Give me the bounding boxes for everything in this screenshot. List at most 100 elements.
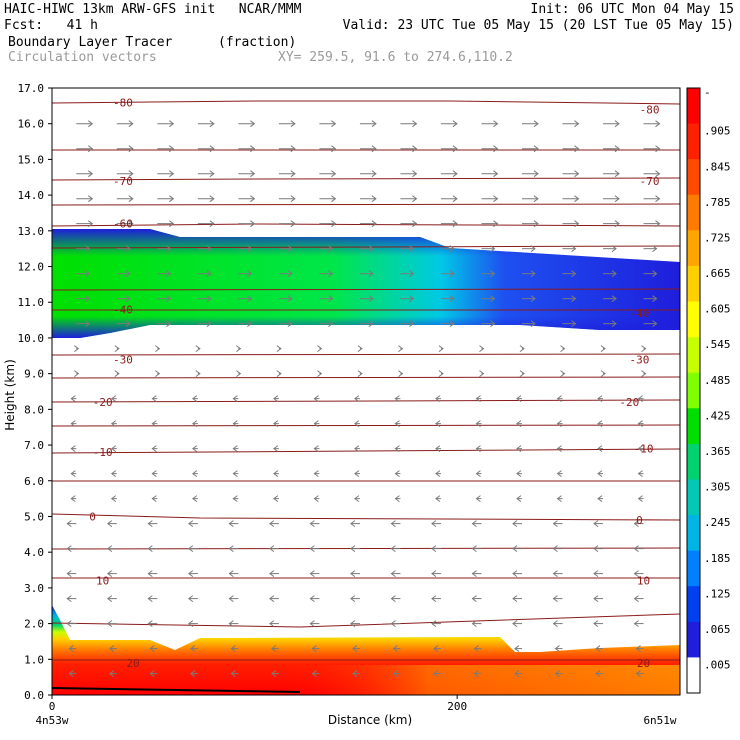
colorbar-swatch [687,265,700,303]
wind-vector [157,295,172,303]
wind-vector [232,470,239,478]
contour-line [51,177,681,181]
wind-vector [643,145,661,153]
wind-vector [433,670,441,677]
wind-vector [116,170,134,178]
wind-vector [350,620,360,627]
wind-vector [516,420,522,428]
wind-vector [597,420,604,428]
wind-vector [116,220,134,228]
contour-label: -60 [113,218,133,231]
wind-vector [514,670,522,677]
wind-vector [473,670,482,677]
wind-vector [400,295,415,303]
contour-label: -30 [630,353,650,366]
contour-label: 0 [89,510,96,523]
wind-vector [70,445,77,453]
wind-vector [188,520,198,528]
colorbar-label: .725 [704,231,731,244]
wind-vector [556,495,563,503]
wind-vector [76,145,94,153]
colorbar-swatch [687,337,700,374]
wind-vector [357,370,363,378]
wind-vector [521,270,536,278]
contour-label: 20 [637,657,650,670]
wind-vector [603,320,617,328]
wind-vector [106,545,117,553]
wind-vector [319,220,337,228]
contour-label: -70 [113,175,133,188]
x-tick-label: 0 [49,700,56,713]
colorbar-label: .365 [704,445,731,458]
wind-vector [68,645,77,652]
wind-vector [228,520,239,528]
wind-vector [400,145,418,153]
wind-vector [319,270,334,278]
wind-vector [197,195,215,203]
wind-vector [108,670,117,677]
wind-vector [70,420,77,428]
contour-label: 0 [636,514,643,527]
wind-vector [433,645,441,652]
wind-vector [317,345,323,353]
wind-vector [519,370,525,378]
wind-vector [278,220,296,228]
contour-label: -80 [640,103,660,116]
colorbar-label: .005 [704,659,731,672]
y-tick-label: 4.0 [24,546,44,559]
wind-vector [116,245,131,253]
wind-vector [400,245,415,253]
wind-vector [157,195,175,203]
wind-vector [481,320,496,328]
wind-vector [643,295,658,303]
wind-vector [359,170,377,178]
wind-vector [595,645,604,652]
contour-line [51,223,681,227]
contour-label: -20 [619,396,639,409]
colorbar-swatch [687,550,700,587]
colorbar-swatch [687,479,700,516]
wind-vector [562,195,580,203]
wind-vector [76,120,94,128]
wind-vector [151,470,158,478]
wind-vector [232,420,239,428]
wind-vector [192,395,198,403]
wind-vector [552,570,563,577]
wind-vector [238,195,256,203]
wind-vector [400,195,418,203]
wind-vector [359,245,374,253]
wind-vector [110,395,117,403]
wind-vector [481,170,499,178]
wind-vector [600,345,606,353]
y-tick-label: 8.0 [24,403,44,416]
wind-vector [238,320,253,328]
wind-vector [359,295,374,303]
contour-line [51,100,681,105]
y-tick-label: 11.0 [18,296,45,309]
wind-vector [394,395,401,403]
wind-vector [637,470,644,478]
colorbar-label: .125 [704,587,731,600]
wind-vector [562,220,580,228]
field-units: (fraction) [218,35,297,50]
wind-vector [481,295,496,303]
wind-vector [188,620,198,627]
wind-vector [473,645,482,652]
wind-vector [110,495,117,503]
wind-vector [155,345,161,353]
wind-vector [354,495,360,503]
colorbar-swatch [687,372,700,409]
wind-vector [440,195,458,203]
colorbar-swatch [687,194,700,231]
wind-vector [392,670,401,677]
wind-vector [106,520,117,528]
colorbar-label: .545 [704,338,731,351]
wind-vector [359,145,377,153]
wind-vector [597,470,604,478]
wind-vector [516,445,522,453]
wind-vector [481,145,499,153]
wind-vector [108,645,117,652]
wind-vector [593,620,604,627]
colorbar-swatch [687,657,700,694]
wind-vector [357,345,363,353]
